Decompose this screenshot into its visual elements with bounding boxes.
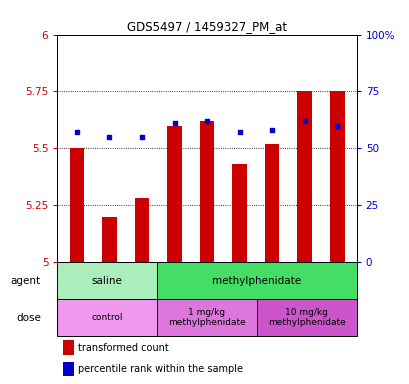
- Bar: [231, 164, 246, 262]
- Text: dose: dose: [16, 313, 40, 323]
- Bar: [157, 299, 256, 336]
- Text: saline: saline: [92, 276, 122, 286]
- Point: [333, 122, 339, 129]
- Bar: [329, 91, 344, 262]
- Bar: [63, 362, 74, 376]
- Bar: [264, 144, 279, 262]
- Text: agent: agent: [11, 276, 40, 286]
- Text: 1 mg/kg
methylphenidate: 1 mg/kg methylphenidate: [168, 308, 245, 327]
- Bar: [157, 262, 356, 299]
- Point: [106, 134, 112, 140]
- Title: GDS5497 / 1459327_PM_at: GDS5497 / 1459327_PM_at: [127, 20, 286, 33]
- Bar: [70, 148, 84, 262]
- Point: [236, 129, 242, 136]
- Bar: [199, 121, 214, 262]
- Bar: [167, 126, 182, 262]
- Text: methylphenidate: methylphenidate: [212, 276, 301, 286]
- Bar: [134, 199, 149, 262]
- Bar: [57, 299, 157, 336]
- Bar: [57, 262, 157, 299]
- Point: [268, 127, 275, 133]
- Point: [203, 118, 210, 124]
- Bar: [102, 217, 117, 262]
- Point: [301, 118, 307, 124]
- Text: 10 mg/kg
methylphenidate: 10 mg/kg methylphenidate: [267, 308, 345, 327]
- Point: [138, 134, 145, 140]
- Bar: [63, 341, 74, 354]
- Point: [171, 120, 178, 126]
- Text: transformed count: transformed count: [78, 343, 169, 353]
- Text: percentile rank within the sample: percentile rank within the sample: [78, 364, 243, 374]
- Text: control: control: [91, 313, 123, 322]
- Bar: [256, 299, 356, 336]
- Point: [74, 129, 80, 136]
- Bar: [297, 91, 311, 262]
